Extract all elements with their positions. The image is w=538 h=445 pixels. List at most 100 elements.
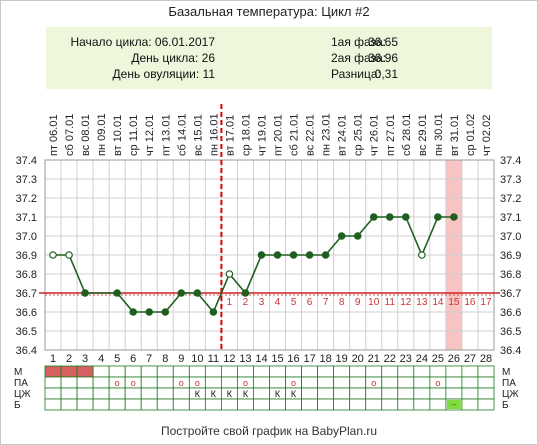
y-tick-label-right: 37.2 [500, 193, 521, 205]
footer-link[interactable]: Постройте свой график на BabyPlan.ru [160, 424, 378, 438]
row-cell [317, 365, 335, 378]
phase2-day-label: 10 [368, 297, 380, 308]
row-cell [317, 387, 335, 400]
x-day-label: 23 [400, 353, 412, 365]
temperature-point [337, 232, 346, 240]
x-date-label: вс 29.01 [417, 114, 429, 156]
y-tick-label-right: 36.7 [500, 288, 521, 300]
phase2-label: 2ая фаза: [331, 51, 387, 65]
row-label-right: Б [502, 400, 509, 411]
y-tick-label-left: 36.7 [16, 288, 37, 300]
x-date-label: пн 23.01 [321, 113, 333, 156]
x-day-label: 9 [178, 353, 184, 365]
phase2-day-label: 14 [432, 297, 444, 308]
row-cell [285, 398, 302, 411]
row-cell [301, 365, 319, 378]
cell-mark: -- [451, 400, 457, 409]
y-tick-label-right: 36.9 [500, 250, 521, 262]
y-tick-label-left: 37.4 [16, 155, 37, 167]
y-tick-label-right: 36.6 [500, 307, 521, 319]
x-date-label: пт 13.01 [160, 114, 172, 156]
row-cell [76, 398, 94, 411]
x-date-label: чт 02.02 [481, 115, 493, 156]
row-cell [44, 398, 62, 411]
y-tick-label-right: 36.4 [500, 345, 521, 357]
row-cell [124, 365, 142, 378]
cell-mark: o [131, 378, 136, 388]
row-cell [461, 387, 479, 400]
temperature-point [434, 213, 442, 221]
x-day-label: 6 [130, 353, 136, 365]
x-date-label: сб 14.01 [176, 114, 188, 156]
row-cell [477, 376, 495, 389]
phase2-day-label: 15 [448, 297, 460, 308]
row-cell [429, 387, 447, 400]
phase2-day-label: 12 [400, 297, 412, 308]
row-cell [204, 398, 222, 411]
x-date-label: вс 08.01 [80, 114, 92, 156]
row-label-left: М [14, 367, 22, 378]
temperature-point [385, 213, 394, 221]
row-cell [92, 365, 110, 378]
x-day-label: 26 [448, 353, 460, 365]
phase2-day-label: 16 [464, 297, 476, 308]
x-date-label: ср 25.01 [353, 114, 365, 156]
row-cell [220, 365, 238, 378]
row-cell [140, 398, 158, 411]
row-cell [76, 387, 94, 400]
row-cell [333, 398, 351, 411]
row-cell [44, 387, 62, 400]
row-cell [124, 398, 142, 411]
row-cell [333, 387, 351, 400]
x-day-label: 8 [162, 353, 168, 365]
y-tick-label-left: 36.6 [16, 307, 37, 319]
temperature-point [81, 289, 89, 297]
phase2-day-label: 8 [339, 297, 345, 308]
row-cell [477, 387, 495, 400]
chart-title: Базальная температура: Цикл #2 [168, 4, 370, 19]
x-day-label: 12 [223, 353, 235, 365]
row-cell [477, 365, 495, 378]
row-cell [60, 387, 78, 400]
row-label-left: Б [14, 400, 21, 411]
y-tick-label-left: 37.2 [16, 193, 37, 205]
x-date-label: вс 15.01 [192, 114, 204, 156]
x-day-label: 21 [368, 353, 380, 365]
temperature-point [129, 308, 137, 316]
row-cell [220, 398, 238, 411]
row-label-right: М [502, 367, 510, 378]
x-day-label: 4 [98, 353, 104, 365]
y-tick-label-right: 36.8 [500, 269, 521, 281]
temperature-point [113, 289, 121, 297]
row-cell [108, 398, 126, 411]
x-day-label: 1 [50, 353, 56, 365]
x-day-label: 27 [464, 353, 476, 365]
green-mark-cell [446, 400, 461, 409]
row-cell [124, 387, 142, 400]
row-cell [301, 376, 319, 389]
temperature-point [305, 251, 314, 259]
temperature-point [49, 251, 57, 259]
x-date-label: вт 24.01 [337, 115, 349, 156]
row-cell [92, 398, 110, 411]
x-date-label: вс 22.01 [305, 114, 317, 156]
x-date-label: ср 01.02 [465, 114, 477, 156]
x-date-label: пн 09.01 [96, 113, 108, 156]
row-cell [397, 376, 415, 389]
row-cell [445, 365, 463, 378]
x-day-label: 13 [239, 353, 251, 365]
row-cell [381, 398, 399, 411]
x-date-label: пт 06.01 [48, 114, 60, 156]
row-cell [92, 387, 110, 400]
cell-mark: o [243, 378, 248, 388]
x-day-label: 2 [66, 353, 72, 365]
x-date-label: пн 16.01 [208, 113, 220, 156]
temperature-point [418, 251, 426, 259]
x-day-label: 14 [255, 353, 267, 365]
temperature-point [450, 213, 458, 221]
y-tick-label-left: 37.3 [16, 174, 37, 186]
row-cell [397, 365, 415, 378]
phase2-day-label: 2 [243, 297, 249, 308]
row-label-left: ПА [14, 378, 28, 389]
row-cell [140, 387, 158, 400]
